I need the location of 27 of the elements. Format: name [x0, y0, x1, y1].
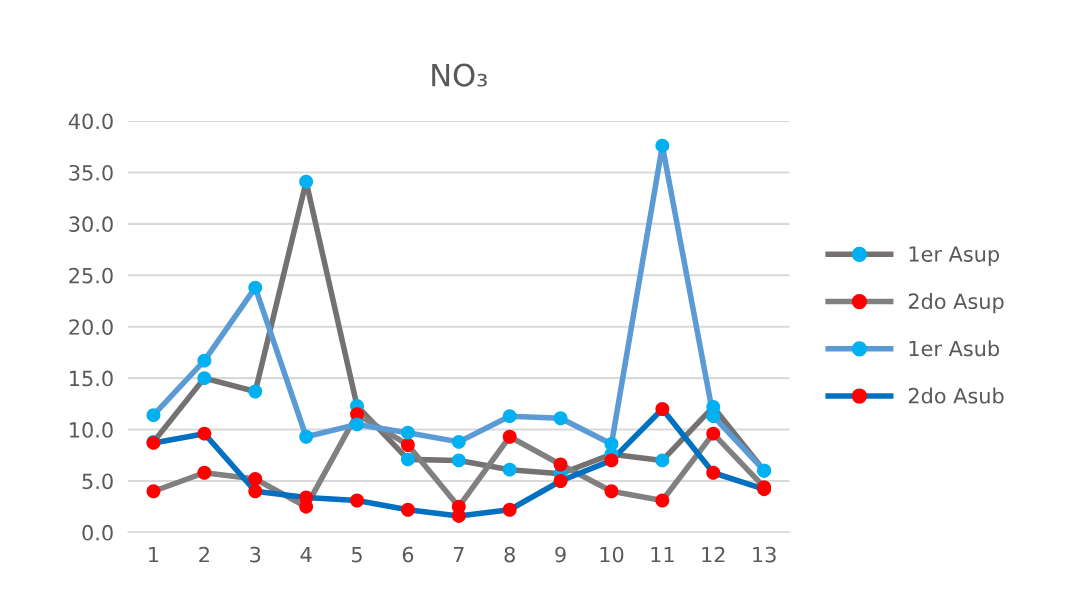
x-tick-label: 10: [600, 546, 624, 563]
y-tick-label: 20.0: [69, 319, 113, 335]
chart-title: NO₃: [432, 63, 487, 87]
x-tick-label: 9: [555, 546, 566, 563]
y-tick-label: 15.0: [70, 370, 113, 387]
x-tick-label: 7: [453, 546, 464, 563]
legend-label: 2do Asup: [908, 293, 1004, 314]
x-tick-label: 12: [702, 546, 725, 563]
y-tick-label: 0.0: [82, 524, 113, 541]
x-tick-label: 2: [199, 546, 209, 563]
x-tick-label: 3: [250, 546, 261, 563]
legend-label: 1er Asub: [909, 340, 999, 357]
y-tick-label: 5.0: [82, 473, 113, 490]
x-tick-label: 4: [300, 546, 312, 563]
legend-label: 2do Asub: [908, 387, 1004, 404]
y-tick-label: 30.0: [69, 216, 113, 233]
y-tick-label: 35.0: [69, 164, 113, 181]
x-tick-label: 13: [753, 546, 776, 563]
x-tick-label: 8: [504, 546, 515, 563]
y-tick-label: 10.0: [70, 422, 113, 438]
x-tick-label: 1: [149, 546, 159, 563]
y-tick-label: 40.0: [68, 113, 113, 130]
x-tick-label: 6: [402, 546, 414, 563]
y-tick-label: 25.0: [69, 267, 113, 284]
x-tick-label: 11: [651, 546, 674, 563]
legend-label: 1er Asup: [909, 246, 999, 266]
x-tick-label: 5: [352, 546, 362, 563]
